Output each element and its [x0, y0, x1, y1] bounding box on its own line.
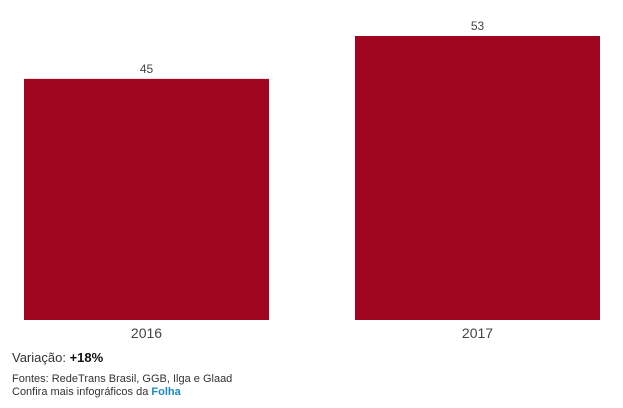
variation-summary: Variação: +18% [12, 350, 103, 365]
bar-value-label-2017: 53 [471, 19, 485, 33]
chart-canvas: 45 2016 53 2017 [24, 19, 600, 341]
more-infographics-note: Confira mais infográficos da Folha [12, 386, 181, 398]
more-infographics-text: Confira mais infográficos da [12, 386, 149, 398]
folha-link[interactable]: Folha [151, 386, 181, 398]
variation-label: Variação: [12, 350, 66, 365]
bar-value-label-2016: 45 [140, 62, 154, 76]
category-label-2016: 2016 [131, 325, 162, 341]
variation-value: +18% [69, 350, 104, 365]
bar-2017 [355, 36, 600, 320]
sources-note: Fontes: RedeTrans Brasil, GGB, Ilga e Gl… [12, 373, 233, 385]
bar-2016 [24, 78, 269, 321]
category-label-2017: 2017 [462, 325, 493, 341]
bar-chart: 45 2016 53 2017 [24, 19, 600, 341]
